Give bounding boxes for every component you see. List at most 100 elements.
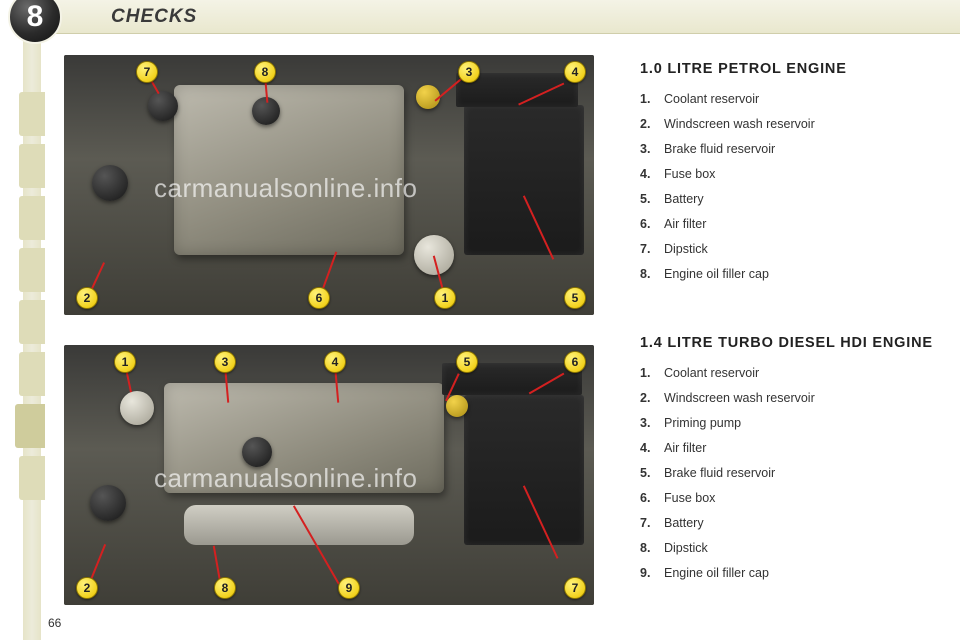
coolant-cap (120, 391, 154, 425)
left-tab-strip (23, 0, 41, 640)
tab-notch (19, 144, 45, 188)
list-item-label: Coolant reservoir (664, 366, 940, 380)
component-list-petrol: 1.Coolant reservoir2.Windscreen wash res… (640, 92, 940, 281)
list-item-number: 1. (640, 366, 664, 380)
callout-marker: 5 (564, 287, 586, 309)
list-item: 5.Battery (640, 192, 940, 206)
list-item-number: 8. (640, 267, 664, 281)
list-item: 7.Battery (640, 516, 940, 530)
callout-marker: 3 (214, 351, 236, 373)
engine-bay-image-petrol: 78342615 carmanualsonline.info (64, 55, 594, 315)
list-item-label: Fuse box (664, 167, 940, 181)
list-item-number: 2. (640, 391, 664, 405)
list-item-number: 6. (640, 217, 664, 231)
header-bar: CHECKS (23, 0, 960, 34)
list-item: 1.Coolant reservoir (640, 92, 940, 106)
page: CHECKS 8 78342615 carmanualsonline.info (0, 0, 960, 640)
tab-notch (19, 196, 45, 240)
engine-cover (164, 383, 444, 493)
list-item-label: Brake fluid reservoir (664, 466, 940, 480)
list-item-label: Priming pump (664, 416, 940, 430)
callout-marker: 7 (564, 577, 586, 599)
cap (90, 485, 126, 521)
callout-marker: 8 (214, 577, 236, 599)
list-item-number: 4. (640, 441, 664, 455)
callout-marker: 7 (136, 61, 158, 83)
list-item: 6.Air filter (640, 217, 940, 231)
list-item: 3.Priming pump (640, 416, 940, 430)
list-item-label: Battery (664, 516, 940, 530)
list-item-number: 3. (640, 142, 664, 156)
list-item-number: 4. (640, 167, 664, 181)
list-item-label: Windscreen wash reservoir (664, 391, 940, 405)
list-item: 7.Dipstick (640, 242, 940, 256)
list-item: 1.Coolant reservoir (640, 366, 940, 380)
callout-marker: 3 (458, 61, 480, 83)
list-item-number: 9. (640, 566, 664, 580)
callout-marker: 6 (308, 287, 330, 309)
callout-marker: 1 (434, 287, 456, 309)
list-item: 6.Fuse box (640, 491, 940, 505)
list-item-label: Battery (664, 192, 940, 206)
page-number: 66 (48, 616, 61, 630)
list-item-number: 1. (640, 92, 664, 106)
callout-marker: 2 (76, 287, 98, 309)
list-item-label: Dipstick (664, 541, 940, 555)
tab-notch (19, 352, 45, 396)
tab-notch (19, 92, 45, 136)
component-list-diesel: 1.Coolant reservoir2.Windscreen wash res… (640, 366, 940, 580)
oil-cap (242, 437, 272, 467)
callout-marker: 4 (564, 61, 586, 83)
tab-notch (19, 248, 45, 292)
list-item-label: Engine oil filler cap (664, 267, 940, 281)
tab-notch-active (15, 404, 45, 448)
list-item-label: Engine oil filler cap (664, 566, 940, 580)
tab-notch (19, 300, 45, 344)
list-item-number: 8. (640, 541, 664, 555)
chapter-number-badge: 8 (8, 0, 62, 44)
battery-shape (464, 105, 584, 255)
list-item-label: Air filter (664, 441, 940, 455)
battery-shape (464, 395, 584, 545)
callout-marker: 1 (114, 351, 136, 373)
list-item-label: Fuse box (664, 491, 940, 505)
engine-cover (174, 85, 404, 255)
callout-marker: 2 (76, 577, 98, 599)
list-item-number: 3. (640, 416, 664, 430)
list-item: 9.Engine oil filler cap (640, 566, 940, 580)
brake-fluid-cap (416, 85, 440, 109)
callout-marker: 8 (254, 61, 276, 83)
list-item-label: Air filter (664, 217, 940, 231)
list-item-label: Brake fluid reservoir (664, 142, 940, 156)
brake-fluid-cap (446, 395, 468, 417)
callout-marker: 4 (324, 351, 346, 373)
list-item: 2.Windscreen wash reservoir (640, 391, 940, 405)
engine-bay-image-diesel: 134562897 carmanualsonline.info (64, 345, 594, 605)
list-item-label: Dipstick (664, 242, 940, 256)
section-title-diesel: 1.4 LITRE TURBO DIESEL HDI ENGINE (640, 334, 940, 352)
list-item: 4.Air filter (640, 441, 940, 455)
list-item: 5.Brake fluid reservoir (640, 466, 940, 480)
list-item-number: 5. (640, 192, 664, 206)
list-item-label: Windscreen wash reservoir (664, 117, 940, 131)
right-content: 1.0 LITRE PETROL ENGINE 1.Coolant reserv… (640, 60, 940, 591)
list-item: 8.Dipstick (640, 541, 940, 555)
list-item-number: 5. (640, 466, 664, 480)
cap (148, 91, 178, 121)
header-title: CHECKS (111, 6, 197, 28)
cap (92, 165, 128, 201)
list-item: 2.Windscreen wash reservoir (640, 117, 940, 131)
list-item: 8.Engine oil filler cap (640, 267, 940, 281)
callout-marker: 9 (338, 577, 360, 599)
list-item-number: 2. (640, 117, 664, 131)
list-item-number: 7. (640, 242, 664, 256)
callout-marker: 5 (456, 351, 478, 373)
list-item-label: Coolant reservoir (664, 92, 940, 106)
list-item-number: 6. (640, 491, 664, 505)
intake-pipe (184, 505, 414, 545)
tab-notch (19, 456, 45, 500)
list-item: 3.Brake fluid reservoir (640, 142, 940, 156)
list-item-number: 7. (640, 516, 664, 530)
list-item: 4.Fuse box (640, 167, 940, 181)
callout-marker: 6 (564, 351, 586, 373)
